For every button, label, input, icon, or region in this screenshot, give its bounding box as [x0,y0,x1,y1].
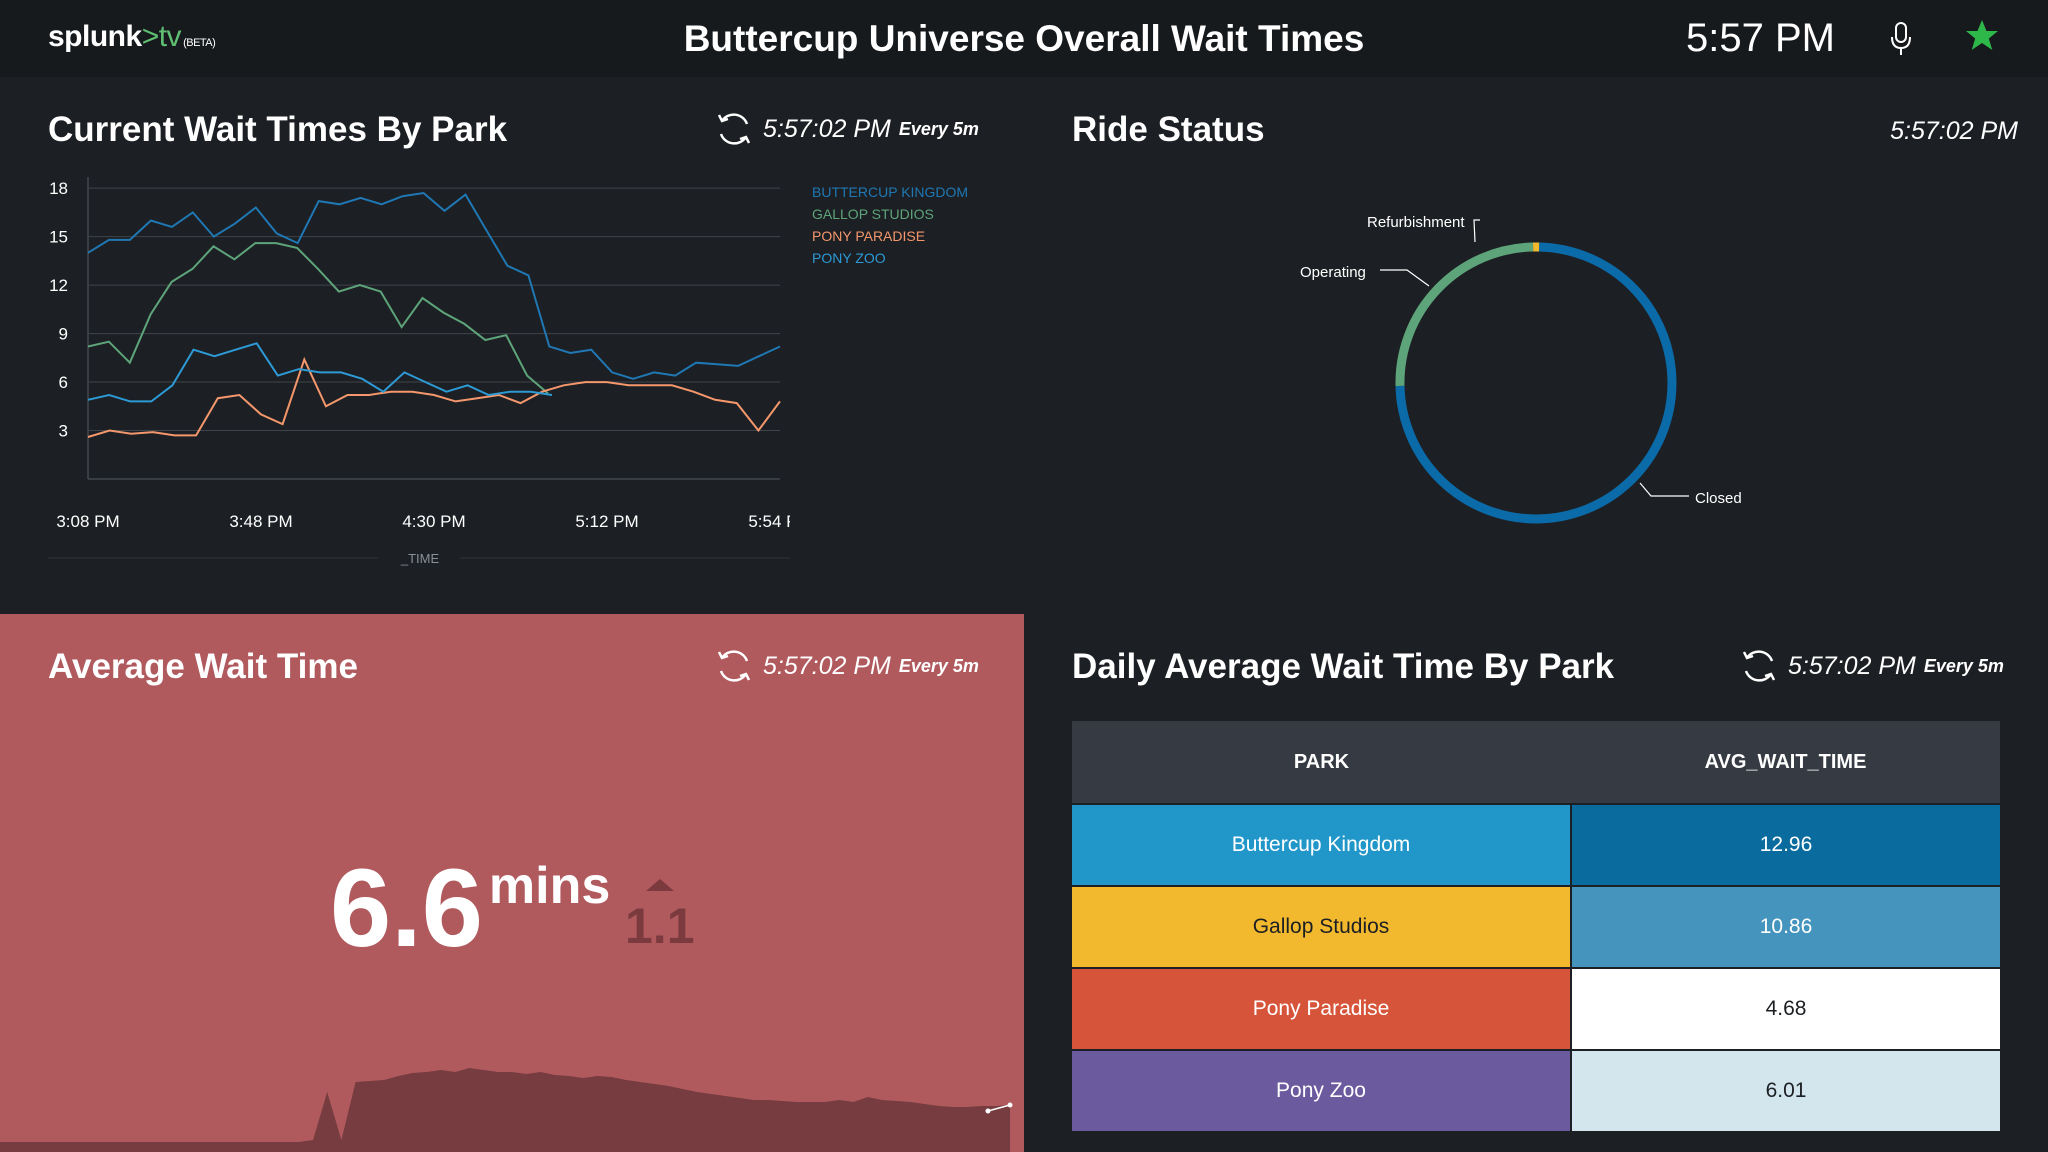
trend-up-icon [645,879,674,891]
park-cell: Pony Zoo [1072,1049,1572,1131]
leader-line [1473,219,1480,243]
y-tick-label: 15 [49,228,68,247]
x-tick-label: 5:12 PM [575,512,638,531]
chart-legend: BUTTERCUP KINGDOM GALLOP STUDIOS PONY PARA… [812,181,968,269]
refresh-indicator: 5:57:02 PM Every 5m [1740,646,2004,686]
column-header-avg-wait-time[interactable]: AVG_WAIT_TIME [1571,721,2000,804]
panel-title: Ride Status [1072,110,1265,149]
donut-slice [1395,242,1677,524]
series-line [87,342,553,403]
legend-item[interactable]: GALLOP STUDIOS [812,206,934,222]
y-tick-label: 3 [59,422,68,441]
single-value: 6.6 mins [330,854,610,964]
single-value-unit: mins [488,857,611,915]
top-bar: splunk>tv (BETA) Buttercup Universe Overa… [0,0,2048,77]
refresh-time: 5:57:02 PM [1890,117,2018,145]
panel-wait-times-by-park: Current Wait Times By Park 5:57:02 PM Ev… [0,77,1024,614]
leader-line [1380,269,1430,287]
table-header-row: PARK AVG_WAIT_TIME [1072,721,2000,804]
y-tick-label: 9 [59,325,68,344]
sparkline-point [985,1108,991,1114]
dashboard-title: Buttercup Universe Overall Wait Times [683,18,1365,59]
x-tick-label: 5:54 PM [748,512,790,531]
refresh-icon[interactable] [715,647,753,685]
slice-label: Closed [1695,490,1742,507]
single-value-number: 6.6 [330,847,483,970]
daily-average-table: PARK AVG_WAIT_TIME Buttercup Kingdom 12.9… [1072,721,2000,1131]
x-axis-label: _TIME [400,551,440,566]
table-row[interactable]: Pony Paradise 4.68 [1072,967,2000,1050]
panel-title: Current Wait Times By Park [48,110,508,149]
panel-daily-average-wait: Daily Average Wait Time By Park 5:57:02 … [1024,614,2048,1152]
column-header-park[interactable]: PARK [1072,721,1571,804]
panel-ride-status: Ride Status 5:57:02 PM Refurbishment Oper… [1024,77,2048,614]
panel-average-wait-time: Average Wait Time 5:57:02 PM Every 5m 6.… [0,614,1024,1152]
park-cell: Pony Paradise [1072,967,1572,1050]
sparkline-point [1007,1102,1013,1108]
logo-arrow: > [141,20,160,53]
series-line [87,356,781,438]
table-row[interactable]: Pony Zoo 6.01 [1072,1049,2000,1131]
logo-beta: (BETA) [183,37,216,49]
clock: 5:57 PM [1686,16,1835,60]
x-tick-label: 3:48 PM [229,512,292,531]
average-wait-sparkline [0,1068,1013,1152]
x-tick-label: 4:30 PM [402,512,465,531]
avg-wait-cell: 12.96 [1571,803,2000,886]
legend-item[interactable]: PONY PARADISE [812,228,926,244]
park-cell: Gallop Studios [1072,885,1572,968]
trend-indicator: 1.1 [625,879,695,955]
panel-title: Average Wait Time [48,647,358,686]
y-tick-label: 18 [49,179,68,198]
trend-delta: 1.1 [625,898,695,954]
x-tick-label: 3:08 PM [56,512,119,531]
refresh-time: 5:57:02 PM [763,114,891,143]
splunk-tv-logo[interactable]: splunk>tv (BETA) [48,20,216,54]
donut-slice [1395,242,1534,386]
y-tick-label: 6 [59,373,68,392]
ride-status-donut-chart: Refurbishment Operating Closed [1300,214,1742,524]
avg-wait-cell: 10.86 [1571,885,2000,968]
park-cell: Buttercup Kingdom [1072,803,1572,886]
star-icon[interactable] [1964,18,2000,54]
slice-label: Refurbishment [1367,214,1465,231]
avg-wait-cell: 4.68 [1571,967,2000,1050]
panel-title: Daily Average Wait Time By Park [1072,647,1615,686]
sparkline-tail [987,1104,1011,1112]
logo-tv: tv [158,20,182,53]
legend-item[interactable]: BUTTERCUP KINGDOM [812,184,969,200]
refresh-icon[interactable] [715,110,753,148]
microphone-icon[interactable] [1890,22,1912,56]
table-row[interactable]: Buttercup Kingdom 12.96 [1072,803,2000,886]
refresh-indicator: 5:57:02 PM Every 5m [715,109,979,149]
refresh-interval: Every 5m [898,655,979,676]
y-tick-label: 12 [49,276,68,295]
series-line [87,242,549,395]
refresh-interval: Every 5m [1923,655,2004,676]
slice-label: Operating [1300,264,1366,281]
refresh-time: 5:57:02 PM [763,651,891,680]
refresh-indicator: 5:57:02 PM Every 5m [715,646,979,686]
refresh-icon[interactable] [1740,647,1778,685]
logo-main: splunk [48,20,142,53]
sparkline-area [0,1068,1010,1152]
legend-item[interactable]: PONY ZOO [812,250,886,266]
table-row[interactable]: Gallop Studios 10.86 [1072,885,2000,968]
wait-times-line-chart: 3 6 9 12 15 18 3:08 PM 3:48 PM 4:30 PM 5:12 PM 5:5… [48,177,790,566]
refresh-time: 5:57:02 PM [1788,651,1916,680]
avg-wait-cell: 6.01 [1571,1049,2000,1131]
refresh-interval: Every 5m [898,118,979,139]
leader-line [1639,482,1689,497]
series-line [87,191,781,380]
